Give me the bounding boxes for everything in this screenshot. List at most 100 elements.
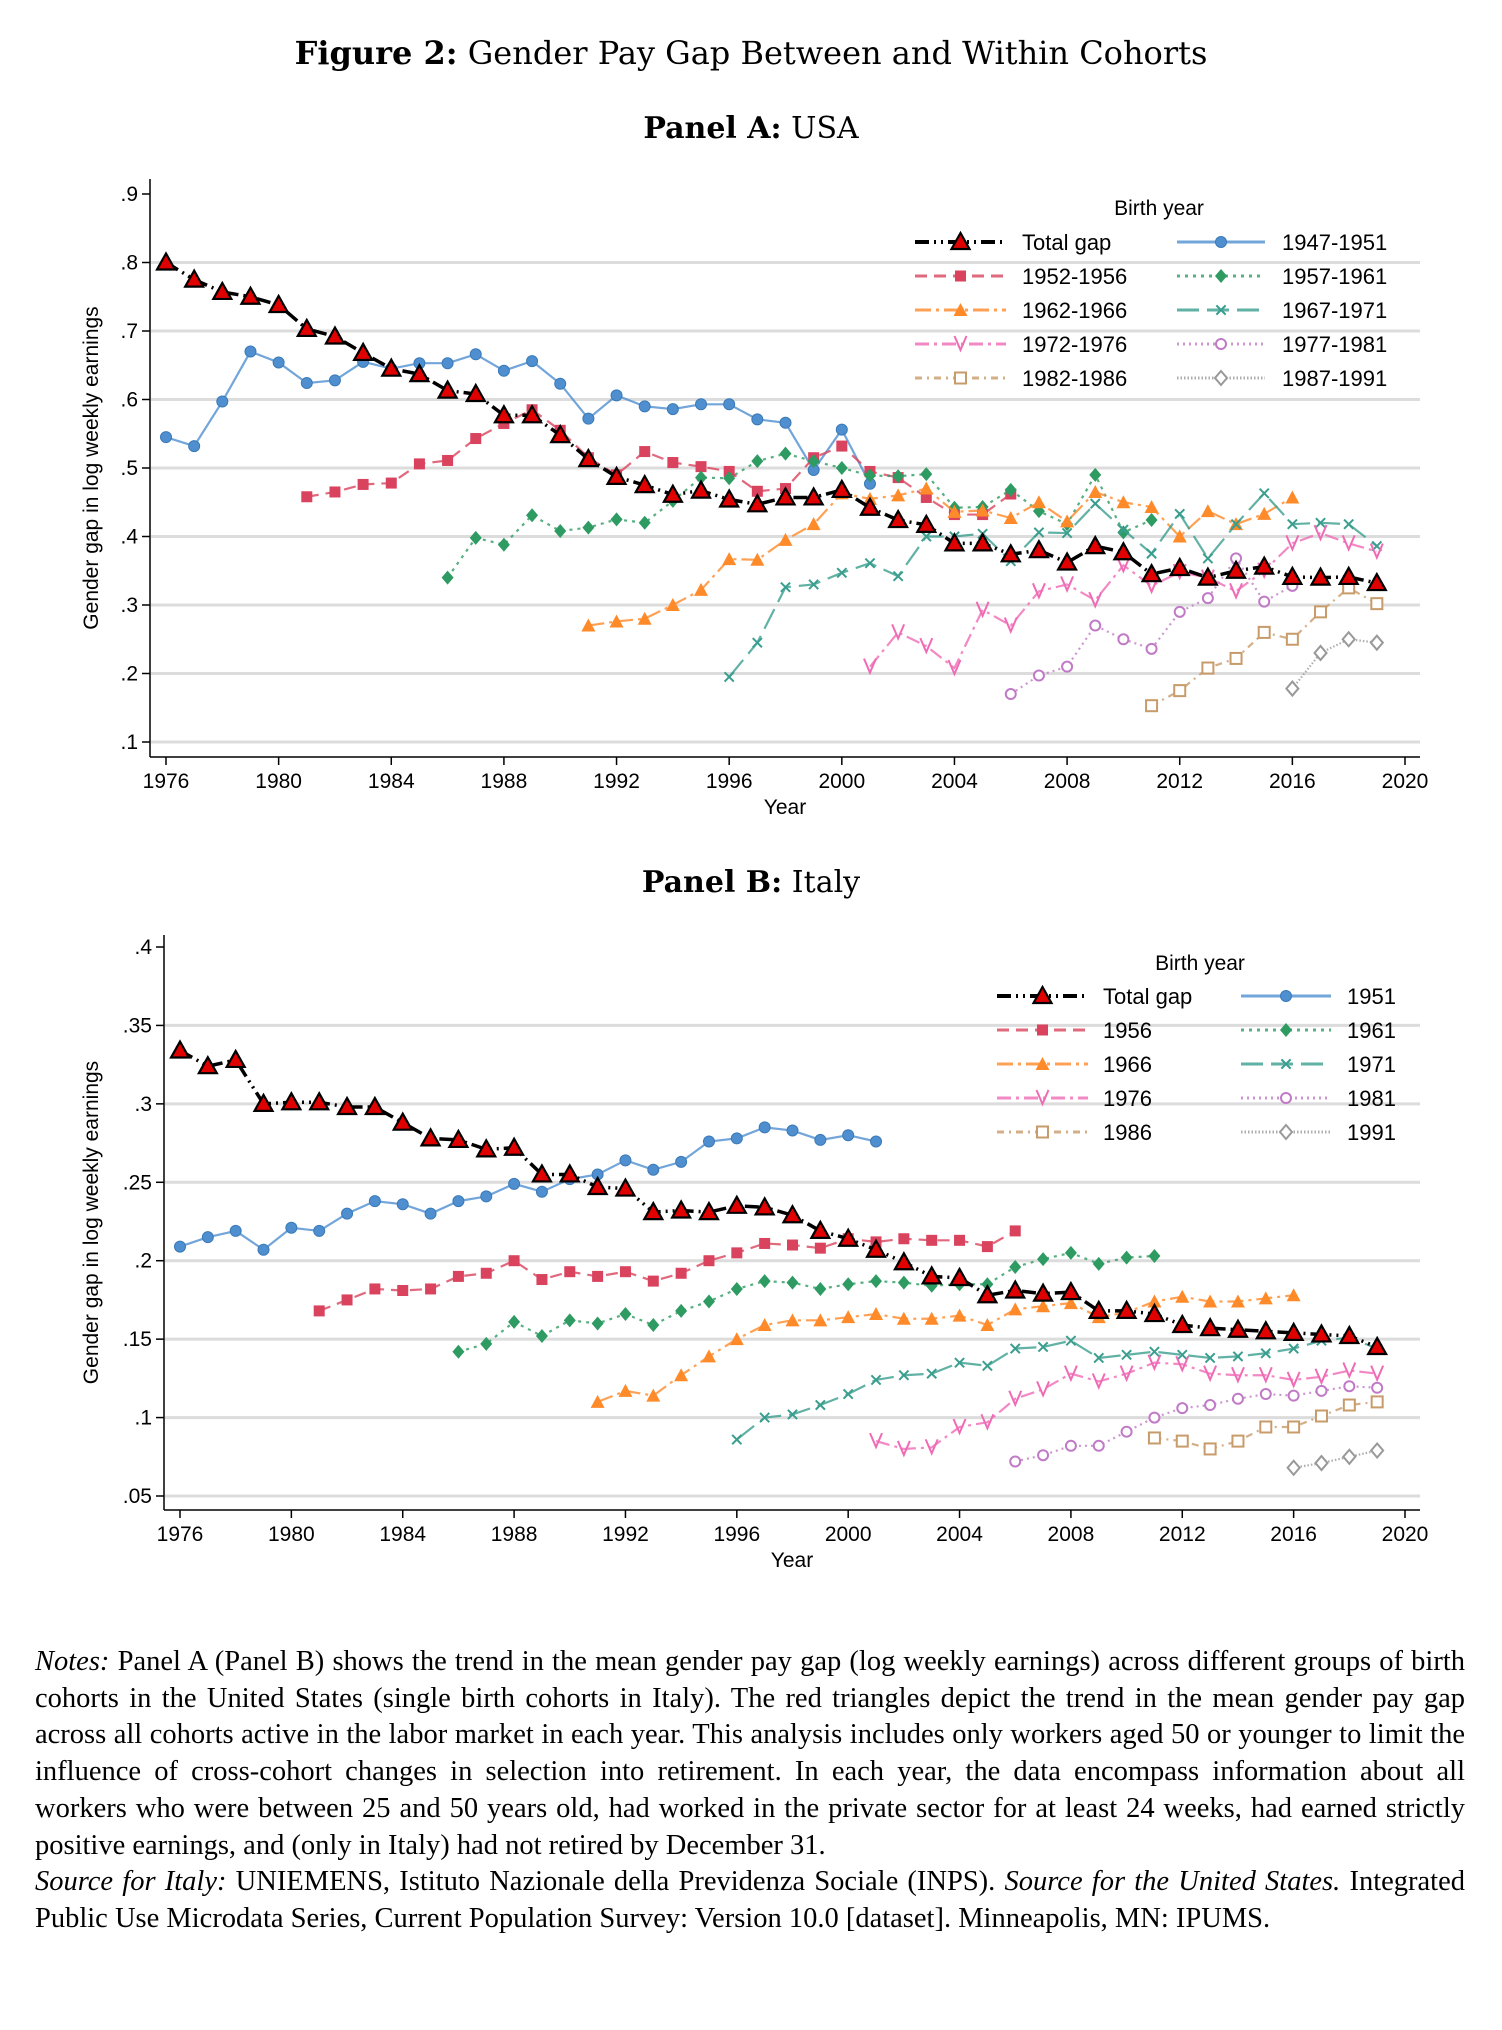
data-point	[1315, 517, 1326, 529]
data-point	[169, 1039, 191, 1059]
data-point	[324, 325, 346, 345]
data-point	[1173, 605, 1186, 618]
legend-item: 1947-1951	[1177, 230, 1387, 255]
data-point	[864, 557, 876, 569]
data-point	[981, 1241, 993, 1253]
data-point	[1009, 1259, 1022, 1274]
data-point	[1148, 1249, 1161, 1264]
data-point	[718, 488, 741, 508]
data-point	[758, 1121, 771, 1134]
data-point	[1148, 1411, 1161, 1424]
legend-marker	[953, 335, 968, 353]
data-point	[535, 1329, 548, 1344]
data-point	[1257, 506, 1272, 520]
data-point	[806, 517, 821, 531]
data-point	[1342, 1448, 1357, 1466]
data-point	[729, 1332, 744, 1346]
legend-label: 1972-1976	[1022, 332, 1127, 357]
data-point	[1145, 699, 1159, 713]
data-point	[980, 1318, 995, 1332]
data-point	[690, 479, 712, 499]
data-point	[1089, 619, 1102, 632]
data-point	[300, 377, 313, 390]
data-point	[787, 1239, 798, 1251]
data-point	[919, 637, 934, 655]
legend-marker	[1280, 1058, 1292, 1070]
data-point	[497, 537, 510, 552]
legend-item: 1967-1971	[1177, 298, 1387, 323]
panel-a-title: Panel A: USA	[0, 111, 1502, 146]
data-point	[1288, 1343, 1299, 1354]
legend-marker	[1280, 1092, 1292, 1104]
data-point	[751, 485, 763, 497]
legend-label: 1987-1991	[1282, 366, 1387, 391]
legend-marker	[1215, 304, 1227, 316]
data-point	[1060, 514, 1075, 528]
series-1986	[1147, 1395, 1384, 1456]
data-point	[1369, 1441, 1385, 1460]
data-point	[920, 491, 932, 503]
data-point	[1175, 1289, 1190, 1303]
data-point	[441, 357, 454, 370]
series-1966	[590, 1288, 1301, 1408]
series-line	[728, 491, 1378, 678]
data-point	[842, 1388, 854, 1400]
series-1972-1976	[863, 524, 1384, 677]
data-point	[1173, 684, 1187, 698]
data-point	[1008, 1390, 1023, 1408]
data-point	[464, 382, 487, 403]
data-point	[731, 1434, 743, 1445]
data-point	[1230, 1294, 1245, 1308]
data-point	[695, 470, 708, 485]
legend-item: 1957-1961	[1177, 264, 1387, 289]
legend-marker	[949, 230, 972, 251]
y-tick-label: .3	[120, 594, 138, 617]
x-tick-label: 1984	[368, 770, 415, 793]
series-1951	[174, 1121, 883, 1256]
data-point	[1116, 556, 1131, 574]
data-point	[452, 1270, 464, 1282]
data-point	[835, 461, 848, 475]
charts-canvas: .1 .2 .3 .4 .5 .6 .7 .8 .9 1976 1980 1984 1988 1992 19…	[80, 179, 1428, 1572]
data-point	[813, 1313, 828, 1327]
legend-item: 1981	[1241, 1086, 1396, 1111]
y-tick-label: .25	[123, 1171, 152, 1194]
data-point	[647, 1275, 659, 1287]
legend-label: Total gap	[1022, 230, 1111, 255]
data-point	[730, 1281, 743, 1296]
data-point	[619, 1154, 632, 1167]
data-point	[1231, 1434, 1245, 1448]
data-point	[780, 581, 791, 593]
data-point	[1203, 1442, 1217, 1456]
legend-item: 1987-1991	[1177, 366, 1387, 391]
y-tick-label: .1	[120, 731, 138, 754]
data-point	[442, 454, 454, 466]
x-tick-label: 2008	[1044, 770, 1091, 793]
x-tick-label: 1992	[602, 1523, 649, 1546]
data-point	[447, 1128, 470, 1149]
data-point	[413, 458, 425, 470]
legend-marker	[1037, 1024, 1048, 1036]
data-point	[703, 1255, 715, 1267]
data-point	[610, 512, 623, 527]
x-tick-label: 1996	[713, 1523, 760, 1546]
data-point	[647, 1318, 660, 1333]
data-point	[642, 1200, 665, 1221]
data-point	[508, 1314, 521, 1329]
data-point	[702, 1135, 715, 1148]
data-point	[526, 508, 539, 523]
y-tick-label: .5	[120, 457, 138, 480]
data-point	[1315, 1384, 1328, 1397]
data-point	[521, 404, 543, 424]
data-point	[357, 478, 369, 490]
data-point	[619, 1307, 632, 1322]
data-point	[1204, 1352, 1216, 1364]
data-point	[786, 1124, 799, 1137]
data-point	[802, 486, 825, 506]
data-point	[891, 488, 906, 502]
y-tick-label: .8	[120, 252, 138, 275]
data-point	[295, 317, 318, 338]
data-point	[1286, 1288, 1301, 1302]
data-point	[380, 357, 403, 377]
data-point	[196, 1054, 219, 1075]
